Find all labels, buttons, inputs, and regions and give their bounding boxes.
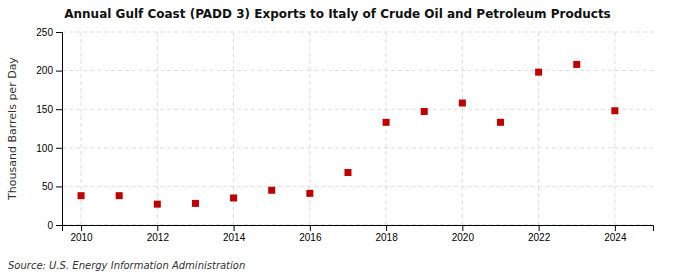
x-tick-label: 2016 bbox=[299, 232, 322, 243]
grid-line-y bbox=[62, 32, 653, 33]
y-tick-mark bbox=[56, 71, 62, 72]
point bbox=[535, 69, 542, 76]
y-tick-mark bbox=[56, 186, 62, 187]
x-axis-line bbox=[63, 226, 654, 232]
grid bbox=[62, 32, 653, 225]
y-axis-title: Thousand Barrels per Day bbox=[6, 57, 19, 201]
y-tick-label: 0 bbox=[47, 220, 53, 231]
point bbox=[306, 190, 313, 197]
x-tick-label: 2024 bbox=[604, 232, 627, 243]
point bbox=[421, 108, 428, 115]
y-tick-mark bbox=[56, 225, 62, 226]
grid-line-y bbox=[62, 109, 653, 110]
point bbox=[78, 192, 85, 199]
y-tick-label: 250 bbox=[36, 27, 53, 38]
y-tick-label: 50 bbox=[42, 181, 54, 192]
x-tick-label: 2022 bbox=[528, 232, 551, 243]
grid-line-y bbox=[62, 70, 653, 71]
y-tick-mark bbox=[56, 32, 62, 33]
x-tick: 2018 bbox=[375, 225, 398, 243]
y-tick-label: 150 bbox=[36, 104, 53, 115]
y-tick-mark bbox=[56, 148, 62, 149]
x-tick: 2020 bbox=[452, 225, 475, 243]
x-tick: 2016 bbox=[299, 225, 322, 243]
x-tick-mark bbox=[386, 225, 387, 231]
y-axis-line bbox=[56, 33, 63, 226]
x-tick-mark bbox=[157, 225, 158, 231]
y-tick: 250 bbox=[36, 27, 62, 38]
x-tick-mark bbox=[462, 225, 463, 231]
y-tick: 0 bbox=[47, 220, 62, 231]
x-tick: 2010 bbox=[70, 225, 93, 243]
grid-line-x bbox=[157, 32, 158, 225]
chart: 2010 2012 2014 2016 2018 2020 2022 2024 0 50 100 15… bbox=[0, 0, 675, 275]
x-tick: 2024 bbox=[604, 225, 627, 243]
point bbox=[573, 61, 580, 68]
title: Annual Gulf Coast (PADD 3) Exports to It… bbox=[64, 7, 611, 21]
x-tick-mark bbox=[234, 225, 235, 231]
y-tick: 50 bbox=[42, 181, 62, 192]
x-tick: 2014 bbox=[223, 225, 246, 243]
y-tick-label: 100 bbox=[36, 143, 53, 154]
point bbox=[383, 119, 390, 126]
y-tick-label: 200 bbox=[36, 65, 53, 76]
x-axis: 2010 2012 2014 2016 2018 2020 2022 2024 bbox=[63, 225, 654, 243]
point bbox=[268, 187, 275, 194]
x-tick-label: 2012 bbox=[147, 232, 170, 243]
x-tick-label: 2014 bbox=[223, 232, 246, 243]
y-axis: 0 50 100 150 200 250 bbox=[36, 27, 62, 231]
y-tick-mark bbox=[56, 109, 62, 110]
x-tick-label: 2020 bbox=[452, 232, 475, 243]
x-tick-label: 2018 bbox=[375, 232, 398, 243]
y-tick: 100 bbox=[36, 143, 62, 154]
points bbox=[78, 61, 619, 208]
x-tick-mark bbox=[81, 225, 82, 231]
point bbox=[192, 200, 199, 207]
grid-line-x bbox=[386, 32, 387, 225]
x-tick: 2012 bbox=[147, 225, 170, 243]
point bbox=[497, 119, 504, 126]
point bbox=[116, 192, 123, 199]
point bbox=[459, 100, 466, 107]
grid-line-x bbox=[614, 32, 615, 225]
grid-line-x bbox=[462, 32, 463, 225]
point bbox=[611, 107, 618, 114]
x-tick: 2022 bbox=[528, 225, 551, 243]
point bbox=[230, 194, 237, 201]
point bbox=[344, 169, 351, 176]
x-tick-mark bbox=[310, 225, 311, 231]
grid-line-y bbox=[62, 186, 653, 187]
grid-line-x bbox=[538, 32, 539, 225]
x-tick-label: 2010 bbox=[70, 232, 93, 243]
y-tick: 200 bbox=[36, 65, 62, 76]
grid-line-y bbox=[62, 147, 653, 148]
x-tick-mark bbox=[539, 225, 540, 231]
y-tick: 150 bbox=[36, 104, 62, 115]
point bbox=[154, 201, 161, 208]
x-tick-mark bbox=[615, 225, 616, 231]
source-note: Source: U.S. Energy Information Administ… bbox=[8, 260, 245, 271]
